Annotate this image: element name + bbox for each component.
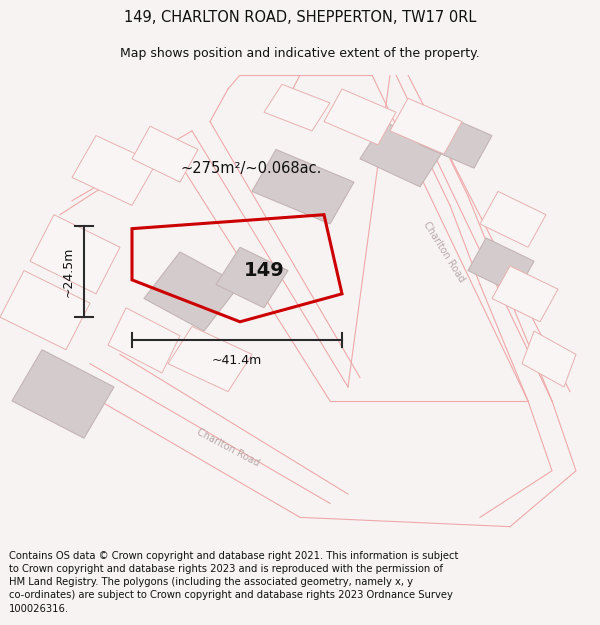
- Polygon shape: [468, 238, 534, 294]
- Text: ~275m²/~0.068ac.: ~275m²/~0.068ac.: [180, 161, 322, 176]
- Polygon shape: [30, 214, 120, 294]
- Polygon shape: [144, 252, 240, 331]
- Polygon shape: [324, 89, 396, 145]
- Polygon shape: [390, 98, 462, 154]
- Polygon shape: [264, 84, 330, 131]
- Polygon shape: [12, 350, 114, 438]
- Polygon shape: [216, 248, 288, 308]
- Text: Charlton Road: Charlton Road: [195, 427, 261, 468]
- Text: 149: 149: [244, 261, 284, 280]
- Polygon shape: [360, 121, 444, 187]
- Polygon shape: [252, 149, 354, 224]
- Text: 149, CHARLTON ROAD, SHEPPERTON, TW17 0RL: 149, CHARLTON ROAD, SHEPPERTON, TW17 0RL: [124, 11, 476, 26]
- Polygon shape: [168, 326, 252, 392]
- Polygon shape: [108, 308, 180, 373]
- Text: Map shows position and indicative extent of the property.: Map shows position and indicative extent…: [120, 48, 480, 61]
- Text: ~24.5m: ~24.5m: [62, 246, 75, 297]
- Polygon shape: [522, 331, 576, 387]
- Polygon shape: [492, 266, 558, 322]
- Polygon shape: [480, 191, 546, 248]
- Polygon shape: [0, 271, 90, 350]
- Text: Charlton Road: Charlton Road: [421, 220, 467, 284]
- Polygon shape: [132, 126, 198, 182]
- Text: ~41.4m: ~41.4m: [212, 354, 262, 367]
- Text: Contains OS data © Crown copyright and database right 2021. This information is : Contains OS data © Crown copyright and d…: [9, 551, 458, 614]
- Polygon shape: [420, 112, 492, 168]
- Polygon shape: [72, 136, 156, 206]
